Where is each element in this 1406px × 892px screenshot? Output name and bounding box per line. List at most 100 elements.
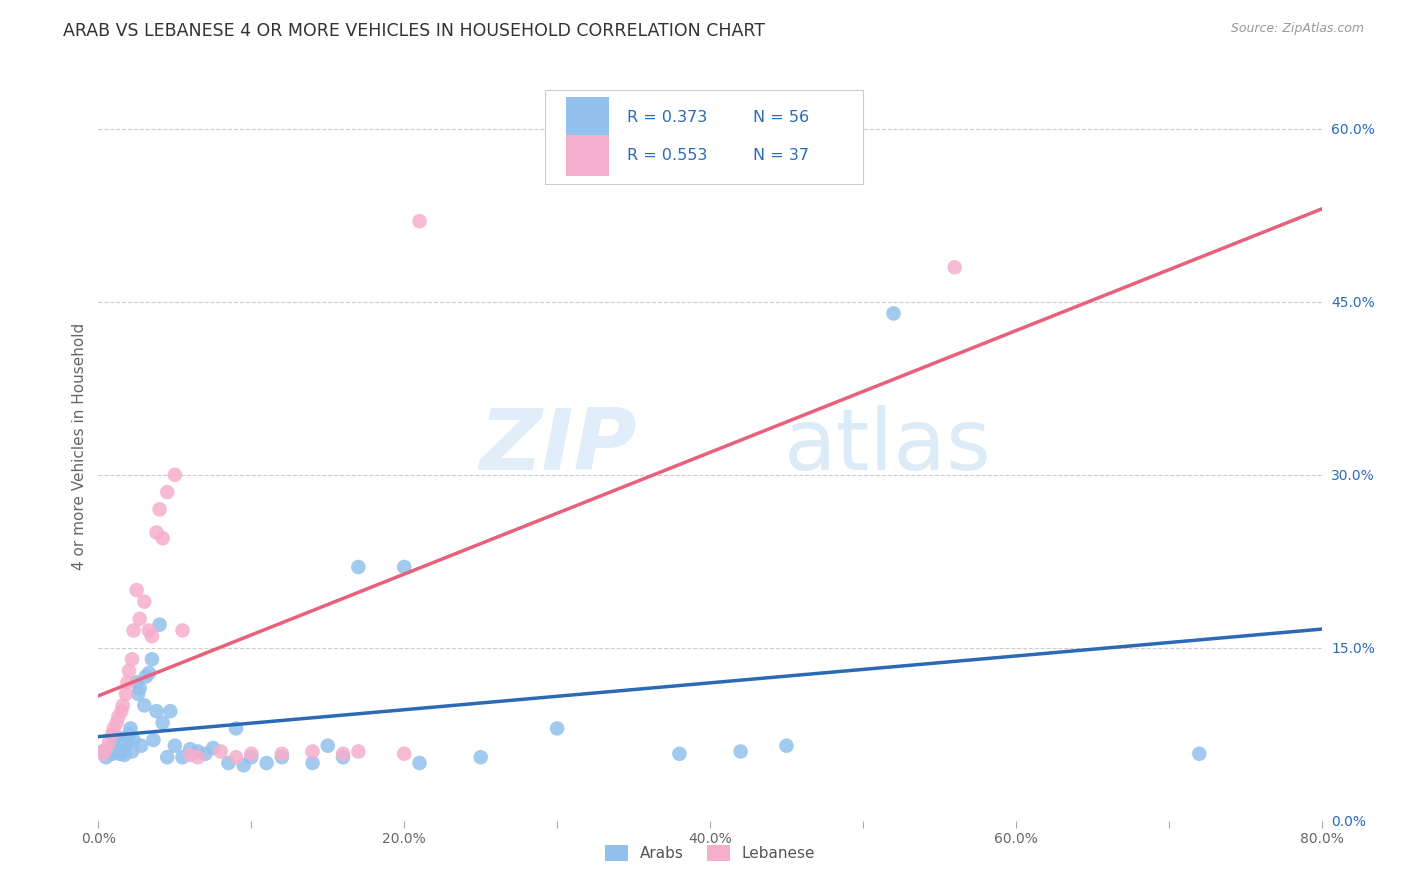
Point <box>149 617 172 632</box>
Text: N = 56: N = 56 <box>752 111 808 126</box>
Point <box>118 727 141 741</box>
Point <box>103 722 125 736</box>
Point <box>332 747 354 761</box>
FancyBboxPatch shape <box>565 136 609 177</box>
Point <box>112 747 135 762</box>
Point <box>156 750 179 764</box>
Point <box>408 756 430 770</box>
Point <box>232 758 254 772</box>
Point <box>128 681 150 695</box>
Point <box>141 629 163 643</box>
Point <box>392 747 416 761</box>
Text: R = 0.553: R = 0.553 <box>627 148 707 163</box>
Point <box>179 742 201 756</box>
Point <box>98 741 121 756</box>
Point <box>316 739 339 753</box>
Point <box>134 594 156 608</box>
FancyBboxPatch shape <box>546 90 863 184</box>
Point <box>730 744 752 758</box>
Point <box>94 742 117 756</box>
Text: ZIP: ZIP <box>479 404 637 488</box>
Point <box>127 687 149 701</box>
Point <box>163 467 186 482</box>
Point <box>91 747 114 761</box>
Point <box>107 710 129 724</box>
Point <box>145 704 167 718</box>
Point <box>117 735 139 749</box>
Point <box>225 750 247 764</box>
Point <box>101 727 124 741</box>
Point <box>225 722 247 736</box>
Point <box>152 715 174 730</box>
Point <box>104 733 127 747</box>
Point <box>347 744 370 758</box>
Point <box>122 733 145 747</box>
Point <box>105 715 128 730</box>
Point <box>217 756 239 770</box>
Point <box>142 733 165 747</box>
Point <box>138 666 160 681</box>
Point <box>118 664 141 678</box>
Point <box>129 739 152 753</box>
Point <box>392 560 416 574</box>
Point <box>149 502 172 516</box>
Text: N = 37: N = 37 <box>752 148 808 163</box>
Point <box>270 750 292 764</box>
Point <box>546 722 568 736</box>
Point <box>138 624 160 638</box>
Point <box>408 214 430 228</box>
Point <box>156 485 179 500</box>
Point <box>209 744 232 758</box>
Point <box>270 747 292 761</box>
Point <box>256 756 278 770</box>
Point <box>240 747 263 761</box>
Point <box>115 687 138 701</box>
Point <box>117 675 139 690</box>
Point <box>128 612 150 626</box>
Point <box>470 750 492 764</box>
Point <box>202 741 225 756</box>
Point <box>301 756 323 770</box>
Text: R = 0.373: R = 0.373 <box>627 111 707 126</box>
Point <box>347 560 370 574</box>
Point <box>172 750 194 764</box>
Point <box>1188 747 1211 761</box>
Point <box>94 750 117 764</box>
Point <box>91 744 114 758</box>
Text: ARAB VS LEBANESE 4 OR MORE VEHICLES IN HOUSEHOLD CORRELATION CHART: ARAB VS LEBANESE 4 OR MORE VEHICLES IN H… <box>63 22 765 40</box>
Point <box>125 583 148 598</box>
Point <box>187 744 209 758</box>
Point <box>240 750 263 764</box>
Point <box>179 747 201 762</box>
Point <box>159 704 181 718</box>
Point <box>172 624 194 638</box>
Point <box>152 531 174 545</box>
Text: atlas: atlas <box>783 404 991 488</box>
Point <box>668 747 690 761</box>
Point <box>103 739 125 753</box>
Point <box>108 747 131 761</box>
Point <box>111 742 134 756</box>
Point <box>122 624 145 638</box>
Point <box>110 735 132 749</box>
Point <box>125 675 148 690</box>
Point <box>187 750 209 764</box>
Point <box>163 739 186 753</box>
Point <box>194 747 217 761</box>
Point <box>111 698 134 713</box>
Point <box>775 739 797 753</box>
Point <box>120 722 142 736</box>
Point <box>121 652 143 666</box>
Point <box>332 750 354 764</box>
Point <box>115 739 138 753</box>
Legend: Arabs, Lebanese: Arabs, Lebanese <box>599 838 821 867</box>
Point <box>145 525 167 540</box>
Point <box>943 260 966 275</box>
Point <box>883 306 905 320</box>
Point <box>301 744 323 758</box>
Point <box>110 704 132 718</box>
Point <box>141 652 163 666</box>
Point <box>134 698 156 713</box>
Text: Source: ZipAtlas.com: Source: ZipAtlas.com <box>1230 22 1364 36</box>
Point <box>135 669 157 683</box>
